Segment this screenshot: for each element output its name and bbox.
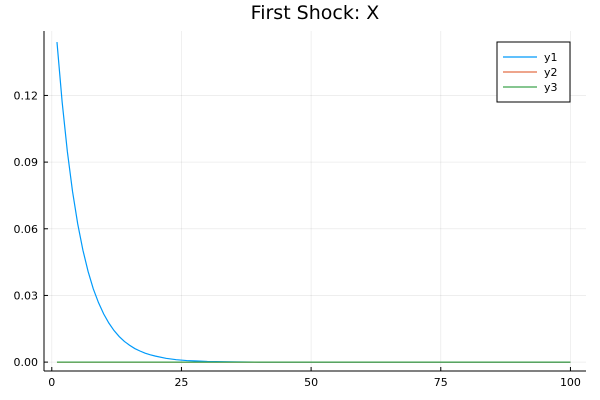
y-tick-label: 0.00 [14, 356, 39, 369]
x-tick-label: 75 [434, 376, 448, 389]
axes [43, 31, 586, 372]
y-tick-label: 0.12 [14, 89, 39, 102]
x-tick-label: 100 [560, 376, 581, 389]
legend-label-y1: y1 [544, 51, 558, 64]
y-tick-label: 0.03 [14, 289, 39, 302]
y-axis-ticks: 0.00 0.03 0.06 0.09 0.12 [14, 89, 48, 369]
legend-label-y3: y3 [544, 81, 558, 94]
chart-title: First Shock: X [251, 2, 380, 24]
y-tick-label: 0.09 [14, 156, 39, 169]
series-line-y1 [56, 42, 571, 363]
x-tick-label: 0 [48, 376, 55, 389]
x-tick-label: 50 [304, 376, 318, 389]
plot-series [56, 42, 571, 363]
legend-label-y2: y2 [544, 66, 558, 79]
x-tick-label: 25 [174, 376, 188, 389]
legend: y1 y2 y3 [496, 41, 571, 103]
x-axis-ticks: 0 25 50 75 100 [48, 367, 581, 389]
y-tick-label: 0.06 [14, 223, 39, 236]
